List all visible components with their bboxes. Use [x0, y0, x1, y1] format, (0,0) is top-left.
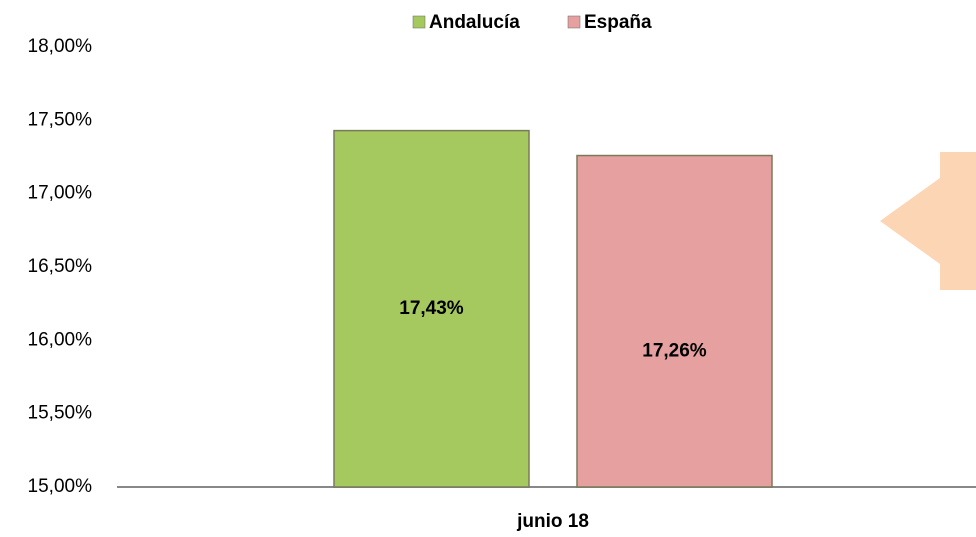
y-tick-label: 18,00% [28, 36, 93, 57]
y-tick-label: 17,50% [28, 109, 93, 130]
y-tick-label: 15,50% [28, 403, 93, 424]
legend-label: España [584, 12, 652, 33]
y-tick-label: 17,00% [28, 183, 93, 204]
legend-swatch [412, 15, 426, 29]
y-tick-label: 16,50% [28, 256, 93, 277]
legend-swatch [567, 15, 581, 29]
data-label: 17,26% [642, 340, 707, 361]
y-tick-label: 15,00% [28, 476, 93, 497]
data-label: 17,43% [399, 298, 464, 319]
legend-label: Andalucía [429, 12, 520, 33]
arrow-shape [880, 152, 976, 290]
bar [576, 154, 773, 488]
bar [333, 129, 530, 488]
y-tick-label: 16,00% [28, 329, 93, 350]
x-tick-label: junio 18 [516, 511, 589, 532]
